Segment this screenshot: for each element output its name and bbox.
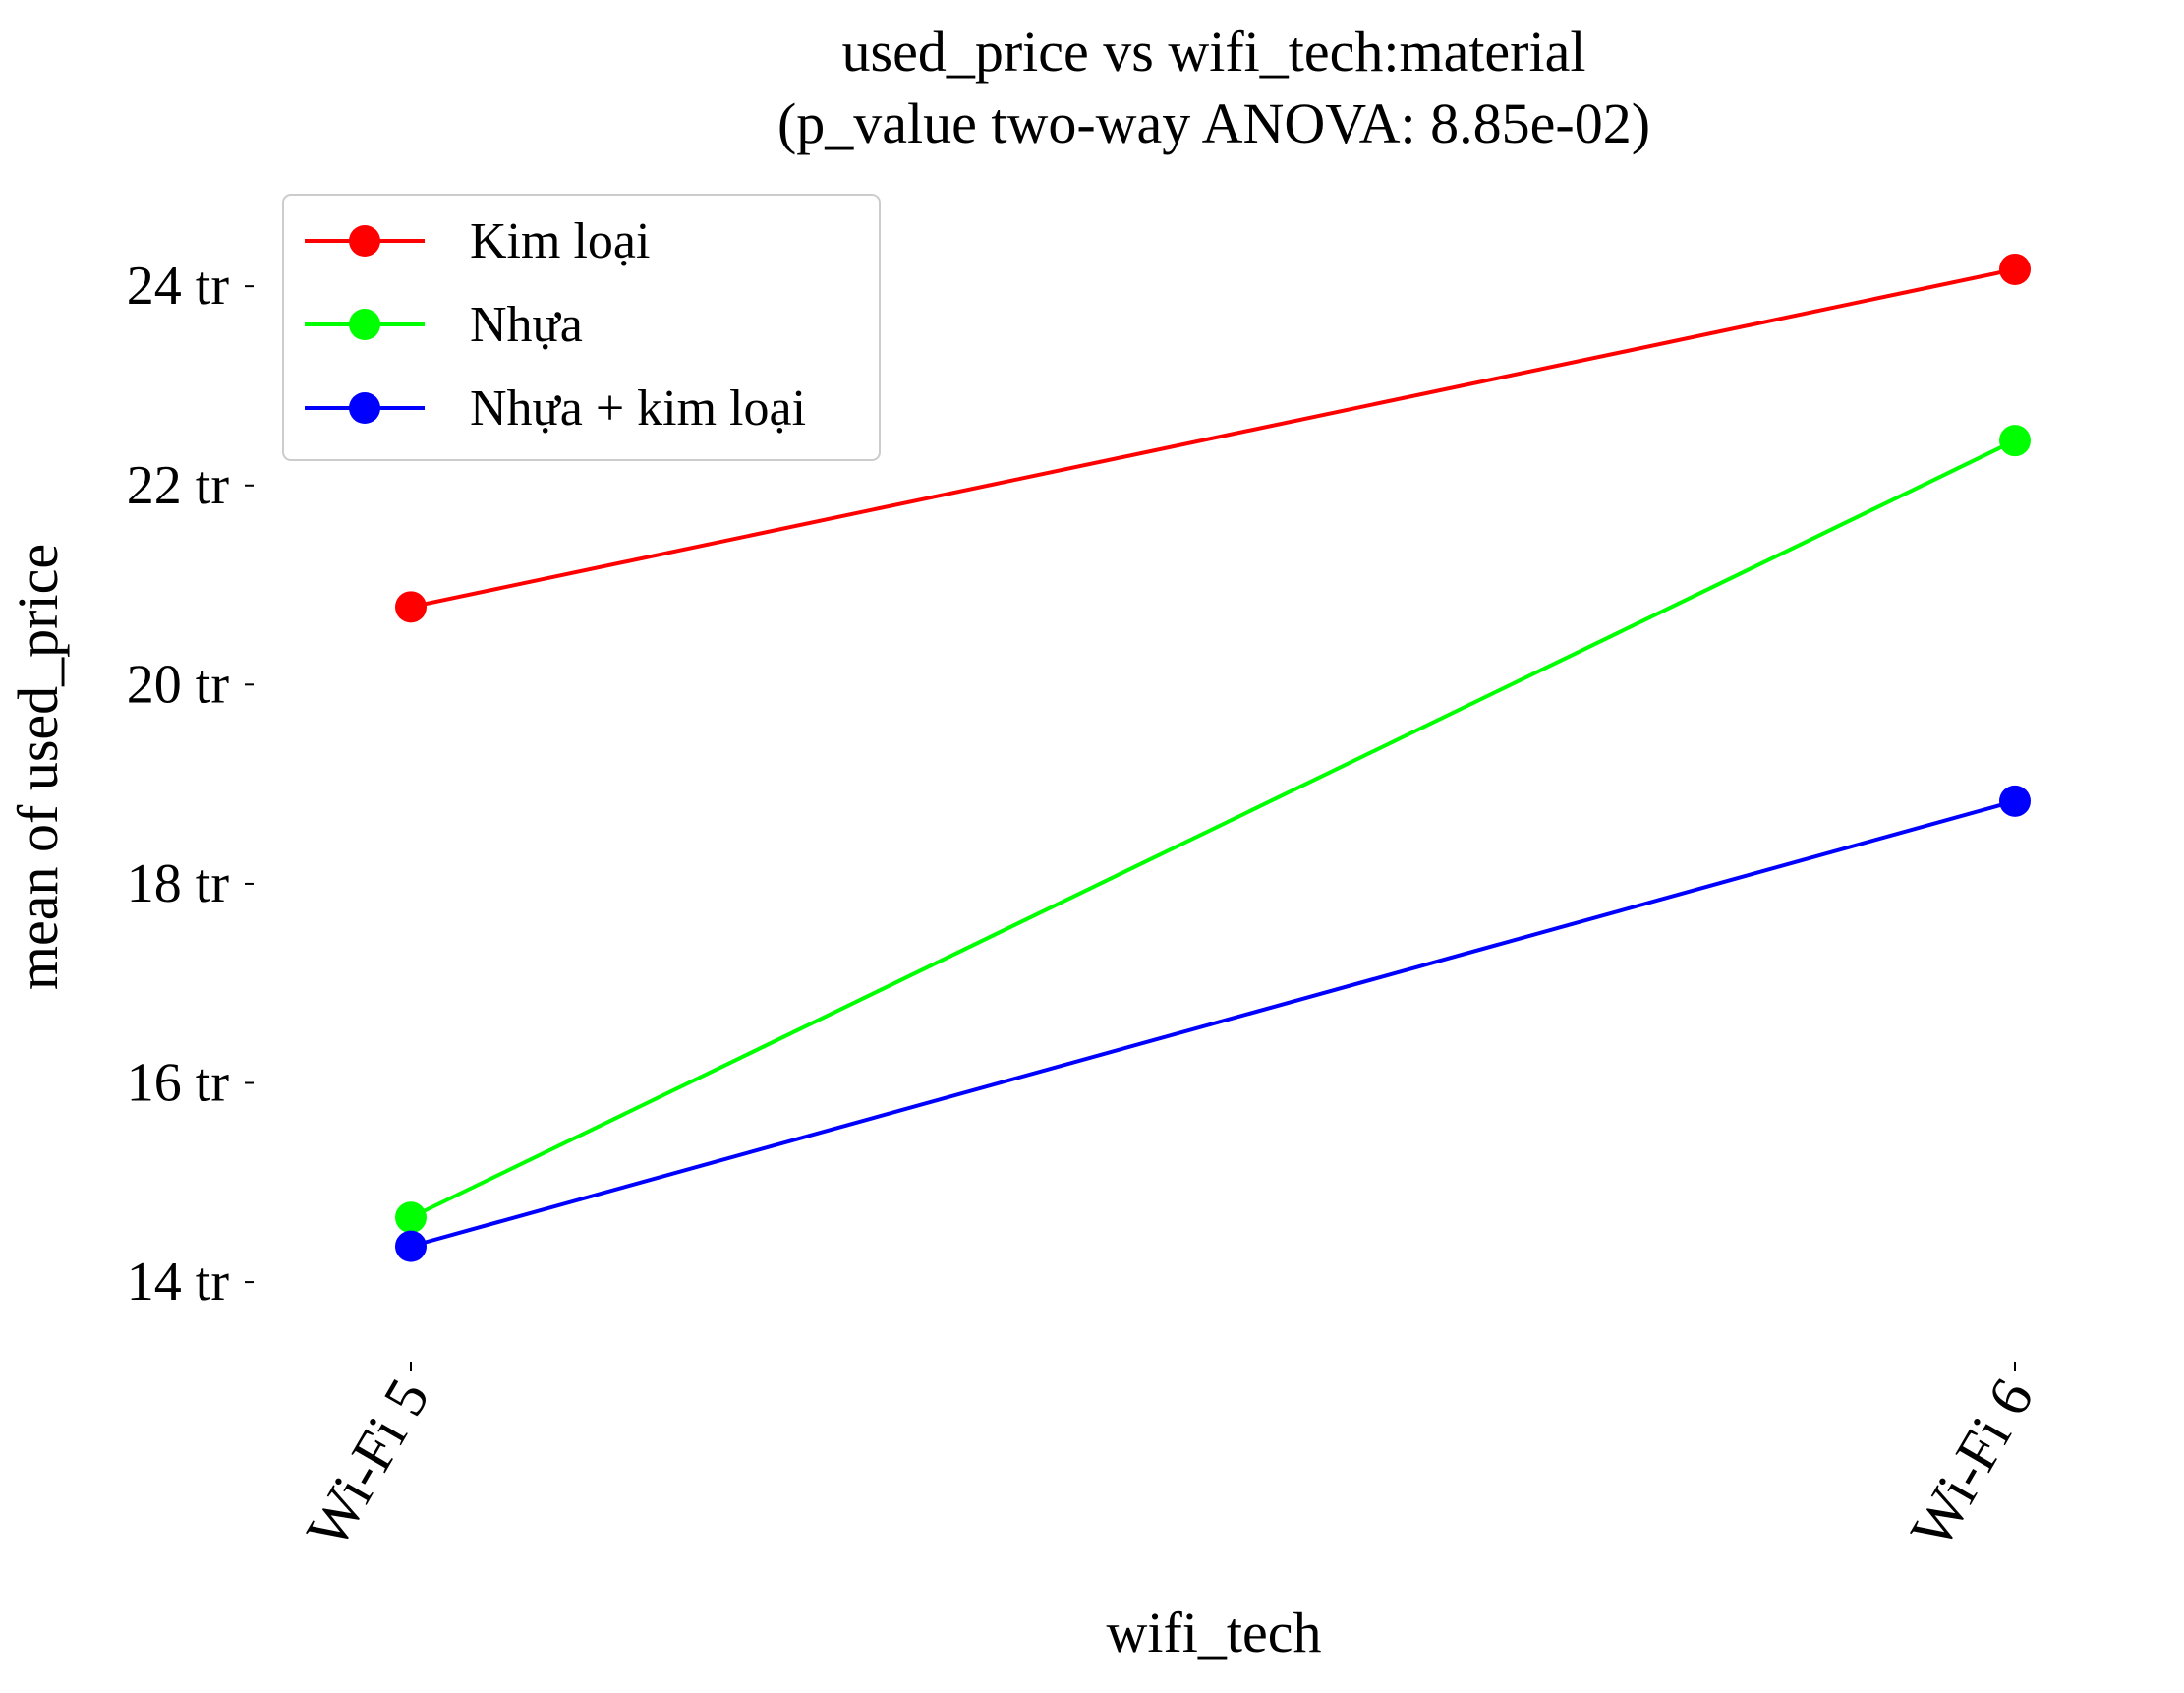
y-tick-label: 24 tr <box>127 256 230 317</box>
y-axis: 14 tr 16 tr 18 tr 20 tr 22 tr 24 tr <box>127 256 254 1313</box>
series-line <box>410 798 2016 1249</box>
chart-subtitle: (p_value two-way ANOVA: 8.85e-02) <box>777 91 1650 155</box>
legend-marker <box>349 392 380 424</box>
y-tick-label: 18 tr <box>127 853 230 914</box>
data-point <box>1999 425 2031 457</box>
x-axis-label: wifi_tech <box>1106 1601 1321 1664</box>
series-line <box>410 438 2016 1220</box>
legend-label: Kim loại <box>470 213 650 269</box>
data-point <box>395 1230 427 1262</box>
y-tick-label: 22 tr <box>127 455 230 516</box>
y-tick-label: 14 tr <box>127 1252 230 1313</box>
legend-marker <box>349 309 380 340</box>
legend-label: Nhựa <box>470 297 583 353</box>
data-point <box>395 591 427 623</box>
x-tick-label: Wi-Fi 5 <box>294 1369 441 1559</box>
data-point <box>395 1201 427 1234</box>
y-tick-label: 20 tr <box>127 654 230 715</box>
legend-frame <box>282 194 881 461</box>
data-point <box>1999 253 2031 285</box>
legend: Kim loại Nhựa Nhựa + kim loại <box>282 194 881 461</box>
legend-marker <box>349 225 380 257</box>
x-axis: Wi-Fi 5 Wi-Fi 6 <box>294 1362 2045 1559</box>
y-axis-label: mean of used_price <box>6 544 70 990</box>
chart-title: used_price vs wifi_tech:material <box>842 20 1586 84</box>
series-layer <box>395 253 2031 1262</box>
y-tick-label: 16 tr <box>127 1053 230 1114</box>
series-line <box>410 266 2016 610</box>
x-tick-label: Wi-Fi 6 <box>1898 1369 2045 1559</box>
legend-label: Nhựa + kim loại <box>470 380 806 437</box>
data-point <box>1999 785 2031 817</box>
